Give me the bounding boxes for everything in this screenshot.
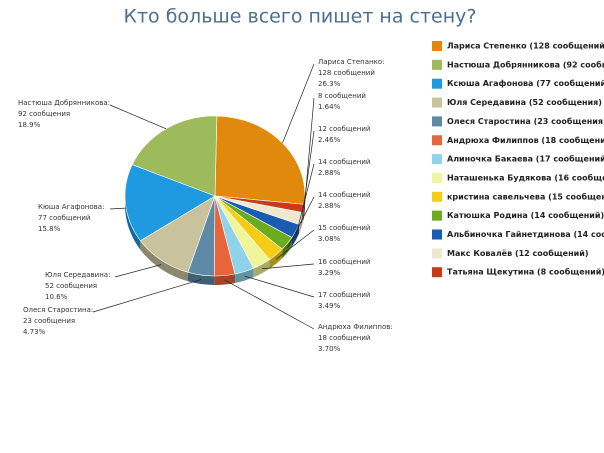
slice-side-shade (124, 164, 141, 250)
slice-side-shade (253, 259, 270, 278)
slice-side-shade (187, 272, 215, 285)
slice-label: 18.9% (18, 121, 41, 129)
legend-swatch (432, 210, 442, 221)
slice-label: 8 сообщений (318, 92, 366, 100)
legend-label: Макс Ковалёв (12 сообщений) (447, 248, 589, 258)
legend-label: Олеся Старостина (23 сообщения) (447, 116, 604, 126)
slice-label: 10.6% (45, 293, 68, 301)
leader-line (244, 275, 315, 298)
legend-label: Татьяна Щекутина (8 сообщений) (447, 267, 604, 277)
legend-swatch (432, 116, 442, 127)
leader-line (109, 207, 126, 210)
legend-swatch (432, 59, 442, 70)
slice-side (214, 273, 236, 285)
legend-swatch (432, 267, 442, 278)
slice-label: 2.88% (318, 202, 341, 210)
slice-side-shade (214, 273, 236, 285)
legend-swatch (432, 191, 442, 202)
legend-label: Алиночка Бакаева (17 сообщений) (447, 154, 604, 164)
leader-line (301, 130, 315, 224)
slice-side (253, 259, 270, 278)
legend-label: Альбиночка Гайнетдинова (14 сообщений) (447, 229, 604, 239)
leader-line (109, 104, 167, 130)
leader-line (303, 97, 315, 213)
legend-label: Наташенька Будякова (16 сообщений) (447, 172, 604, 182)
slice-label: 26.3% (318, 80, 341, 88)
leader-line (282, 63, 315, 144)
legend-label: Катюшка Родина (14 сообщений) (447, 210, 604, 220)
legend-swatch (432, 41, 442, 51)
slice-label: Лариса Степанко: (318, 58, 385, 66)
leader-line (224, 279, 315, 330)
slice-label: 92 сообщения (18, 110, 70, 118)
slice-label: 12 сообщений (318, 125, 370, 133)
slice (214, 115, 306, 205)
slice-side (140, 240, 188, 282)
slice-label: Андрюха Филиппов: (318, 323, 393, 331)
leader-line (92, 279, 202, 313)
legend-label: кристина савельчева (15 сообщений) (447, 191, 604, 201)
slice-label: 3.08% (318, 235, 341, 243)
slice-label: 23 сообщения (23, 317, 75, 325)
leader-line (114, 264, 162, 278)
legend-label: Андрюха Филиппов (18 сообщений) (447, 135, 604, 145)
slice-side (124, 164, 141, 250)
slice-label: 15.8% (38, 225, 61, 233)
slice-label: Олеся Старостина: (23, 306, 93, 314)
slice-label: Кюша Агафонова: (38, 203, 104, 211)
slice-side (269, 249, 283, 269)
slice-label: 16 сообщений (318, 258, 370, 266)
slice-side-shade (235, 268, 254, 283)
slice-side-shade (269, 249, 283, 269)
slice-label: 14 сообщений (318, 158, 370, 166)
slice-label: 3.49% (318, 302, 341, 310)
slice-label: 18 сообщений (318, 334, 370, 342)
slice-label: 2.88% (318, 169, 341, 177)
leader-line (276, 229, 315, 260)
legend-swatch (432, 154, 442, 165)
legend-swatch (432, 172, 442, 183)
slice-label: Юля Середавина: (45, 271, 110, 279)
legend-label: Юля Середавина (52 сообщения) (447, 97, 602, 107)
slice-label: 52 сообщения (45, 282, 97, 290)
slice-side (187, 272, 215, 285)
legend-swatch (432, 248, 442, 259)
slice-side-shade (140, 240, 188, 282)
slice-label: 1.64% (318, 103, 341, 111)
slice-side (235, 268, 254, 283)
slice-label: 128 сообщений (318, 69, 375, 77)
legend-label: Ксюша Агафонова (77 сообщений) (447, 78, 604, 88)
legend-label: Настюша Добрянникова (92 сообщения) (447, 59, 604, 69)
chart-title: Кто больше всего пишет на стену? (123, 6, 476, 28)
slice (124, 164, 216, 242)
slice-label: 77 сообщений (38, 214, 90, 222)
legend-label: Лариса Степенко (128 сообщений) (447, 41, 604, 51)
slice-label: 2.46% (318, 136, 341, 144)
legend-swatch (432, 78, 442, 89)
slice-label: 15 сообщений (318, 224, 370, 232)
leader-line (261, 263, 315, 270)
slice-label: 14 сообщений (318, 191, 370, 199)
slice-label: 17 сообщений (318, 291, 370, 299)
legend-swatch (432, 135, 442, 146)
leader-line (287, 196, 315, 249)
slice-label: Настюша Добрянникова: (18, 99, 110, 107)
slice-label: 3.70% (318, 345, 341, 353)
legend-swatch (432, 97, 442, 108)
legend-swatch (432, 229, 442, 240)
slice-label: 4.73% (23, 328, 46, 336)
slice-label: 3.29% (318, 269, 341, 277)
